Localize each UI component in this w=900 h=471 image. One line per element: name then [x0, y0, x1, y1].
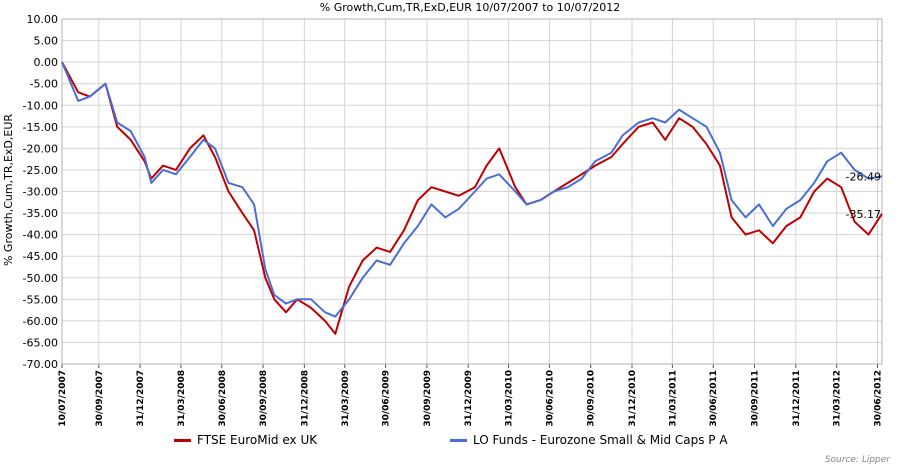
y-tick-labels: 10.00 5.00 0.00 -5.00 -10.00 -15.00 -20.00 -25.… [23, 13, 58, 371]
y-tick-label: -55.00 [23, 293, 58, 306]
x-tick-label: 30/09/2010 [587, 370, 597, 427]
x-tick-label: 30/06/2012 [874, 370, 884, 427]
x-tick-label: 31/03/2009 [341, 370, 351, 427]
y-tick-label: -25.00 [23, 164, 58, 177]
y-tick-label: -50.00 [23, 272, 58, 285]
x-tick-label: 30/06/2010 [545, 370, 555, 427]
legend-swatch-lo-funds [450, 438, 467, 442]
y-tick-label: -70.00 [23, 358, 58, 371]
x-tick-label: 31/03/2012 [833, 370, 843, 427]
y-tick-label: -5.00 [30, 78, 58, 91]
y-tick-label: -35.00 [23, 207, 58, 220]
x-tick-label: 30/09/2008 [259, 370, 269, 427]
x-tick-label: 30/09/2007 [95, 370, 105, 427]
y-tick-label: -65.00 [23, 336, 58, 349]
end-value-label-lo-funds: -26.49 [846, 170, 881, 183]
x-tick-label: 31/12/2008 [300, 370, 310, 427]
x-tick-label: 31/12/2010 [628, 370, 638, 427]
y-axis-label: % Growth,Cum,TR,ExD,EUR [2, 114, 15, 266]
x-tick-label: 31/12/2009 [464, 370, 474, 427]
y-tick-label: 5.00 [34, 35, 59, 48]
series-line-ftse [61, 61, 883, 335]
x-tick-labels: 10/07/2007 30/09/2007 31/12/2007 31/03/2008… [58, 370, 884, 427]
x-tick-label: 30/09/2011 [751, 370, 761, 427]
source-note: Source: Lipper [824, 455, 890, 465]
y-tick-label: -40.00 [23, 229, 58, 242]
legend-label-lo-funds: LO Funds - Eurozone Small & Mid Caps P A [473, 433, 728, 447]
y-tick-label: -10.00 [23, 99, 58, 112]
x-tick-label: 31/03/2008 [177, 370, 187, 427]
x-tick-label: 10/07/2007 [58, 370, 68, 427]
series-lines [61, 61, 883, 335]
chart-title: % Growth,Cum,TR,ExD,EUR 10/07/2007 to 10… [320, 1, 620, 14]
axes [61, 18, 883, 368]
x-tick-label: 30/06/2011 [709, 370, 719, 427]
x-tick-label: 31/03/2011 [668, 370, 678, 427]
x-tick-label: 31/12/2011 [792, 370, 802, 427]
plot-border [61, 18, 883, 365]
y-tick-label: -60.00 [23, 315, 58, 328]
legend-swatch-ftse [174, 438, 191, 442]
y-tick-label: -45.00 [23, 250, 58, 263]
grid [61, 18, 882, 365]
x-tick-label: 30/09/2009 [423, 370, 433, 427]
legend-label-ftse: FTSE EuroMid ex UK [197, 433, 318, 447]
series-line-lo-funds [61, 61, 883, 318]
x-tick-label: 31/12/2007 [136, 370, 146, 427]
legend-item-lo-funds: LO Funds - Eurozone Small & Mid Caps P A [450, 433, 728, 447]
y-tick-label: 10.00 [27, 13, 59, 26]
end-labels: -35.17 -26.49 [846, 170, 881, 220]
y-tick-label: -15.00 [23, 121, 58, 134]
x-tick-label: 31/03/2010 [505, 370, 515, 427]
y-tick-label: -20.00 [23, 142, 58, 155]
x-tick-label: 30/06/2008 [218, 370, 228, 427]
y-tick-label: 0.00 [34, 56, 59, 69]
x-tick-label: 30/06/2009 [382, 370, 392, 427]
legend-item-ftse: FTSE EuroMid ex UK [174, 433, 317, 447]
y-tick-label: -30.00 [23, 186, 58, 199]
end-value-label-ftse: -35.17 [846, 208, 881, 221]
